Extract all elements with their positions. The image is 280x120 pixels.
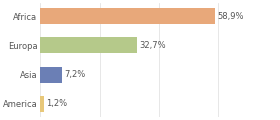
Text: 7,2%: 7,2% [64, 70, 85, 79]
Bar [40, 8, 215, 24]
Bar [40, 37, 137, 53]
Text: 1,2%: 1,2% [46, 99, 67, 108]
Bar [40, 67, 62, 83]
Text: 32,7%: 32,7% [139, 41, 166, 50]
Bar [40, 96, 44, 112]
Text: 58,9%: 58,9% [217, 12, 244, 21]
